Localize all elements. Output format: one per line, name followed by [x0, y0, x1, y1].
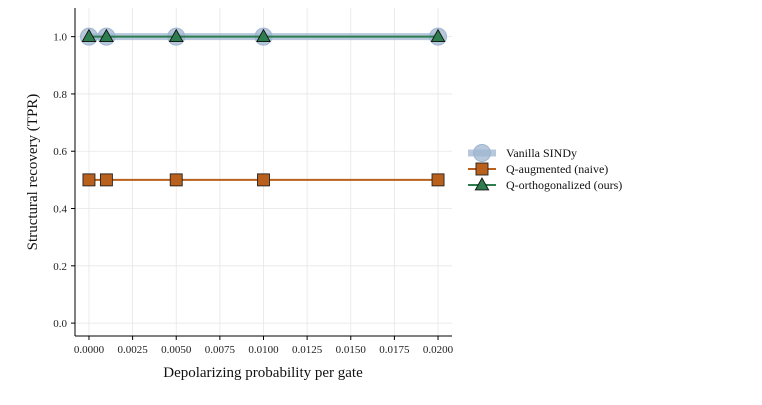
- y-tick-label: 0.8: [53, 89, 67, 101]
- y-tick-label: 0.6: [53, 146, 67, 158]
- x-tick-label: 0.0125: [292, 344, 323, 356]
- plot-area: [79, 27, 448, 187]
- data-point: [81, 28, 97, 42]
- x-tick-label: 0.0000: [74, 344, 105, 356]
- data-point: [257, 173, 270, 187]
- y-tick-label: 0.4: [53, 204, 67, 216]
- grid: [75, 8, 452, 336]
- x-tick-label: 0.0025: [117, 344, 148, 356]
- legend-marker: [473, 144, 491, 162]
- legend-label: Vanilla SINDy: [506, 146, 577, 160]
- legend-entry: Q-augmented (naive): [468, 162, 608, 176]
- ticks: 0.0000 0.0025 0.0050 0.0075 0.0100 0.0125 0.01…: [53, 32, 453, 356]
- data-point: [82, 173, 96, 187]
- y-axis-label: Structural recovery (TPR): [25, 94, 41, 251]
- x-tick-label: 0.0050: [161, 344, 192, 356]
- data-point: [431, 173, 445, 187]
- x-tick-label: 0.0100: [248, 344, 279, 356]
- legend-label: Q-augmented (naive): [506, 162, 608, 176]
- data-point: [98, 28, 114, 42]
- legend-entry: Vanilla SINDy: [468, 144, 577, 162]
- legend-entry: Q-orthogonalized (ours): [468, 177, 622, 192]
- x-tick-label: 0.0150: [336, 344, 367, 356]
- x-tick-label: 0.0075: [205, 344, 236, 356]
- x-tick-label: 0.0175: [379, 344, 410, 356]
- x-axis-label: Depolarizing probability per gate: [163, 365, 363, 381]
- data-point: [168, 28, 184, 42]
- series-2: [82, 173, 445, 187]
- series-3: [81, 28, 446, 42]
- y-tick-label: 0.0: [53, 318, 67, 330]
- legend-marker: [474, 177, 490, 191]
- legend: Vanilla SINDy Q-augmented (naive) Q-orthog…: [468, 144, 622, 192]
- y-tick-label: 0.2: [53, 261, 67, 273]
- data-point: [169, 173, 183, 187]
- data-point: [256, 28, 271, 42]
- data-point: [99, 173, 113, 187]
- x-tick-label: 0.0200: [423, 344, 454, 356]
- y-tick-label: 1.0: [53, 32, 67, 44]
- legend-label: Q-orthogonalized (ours): [506, 178, 622, 192]
- legend-marker: [475, 162, 489, 176]
- data-point: [430, 28, 446, 42]
